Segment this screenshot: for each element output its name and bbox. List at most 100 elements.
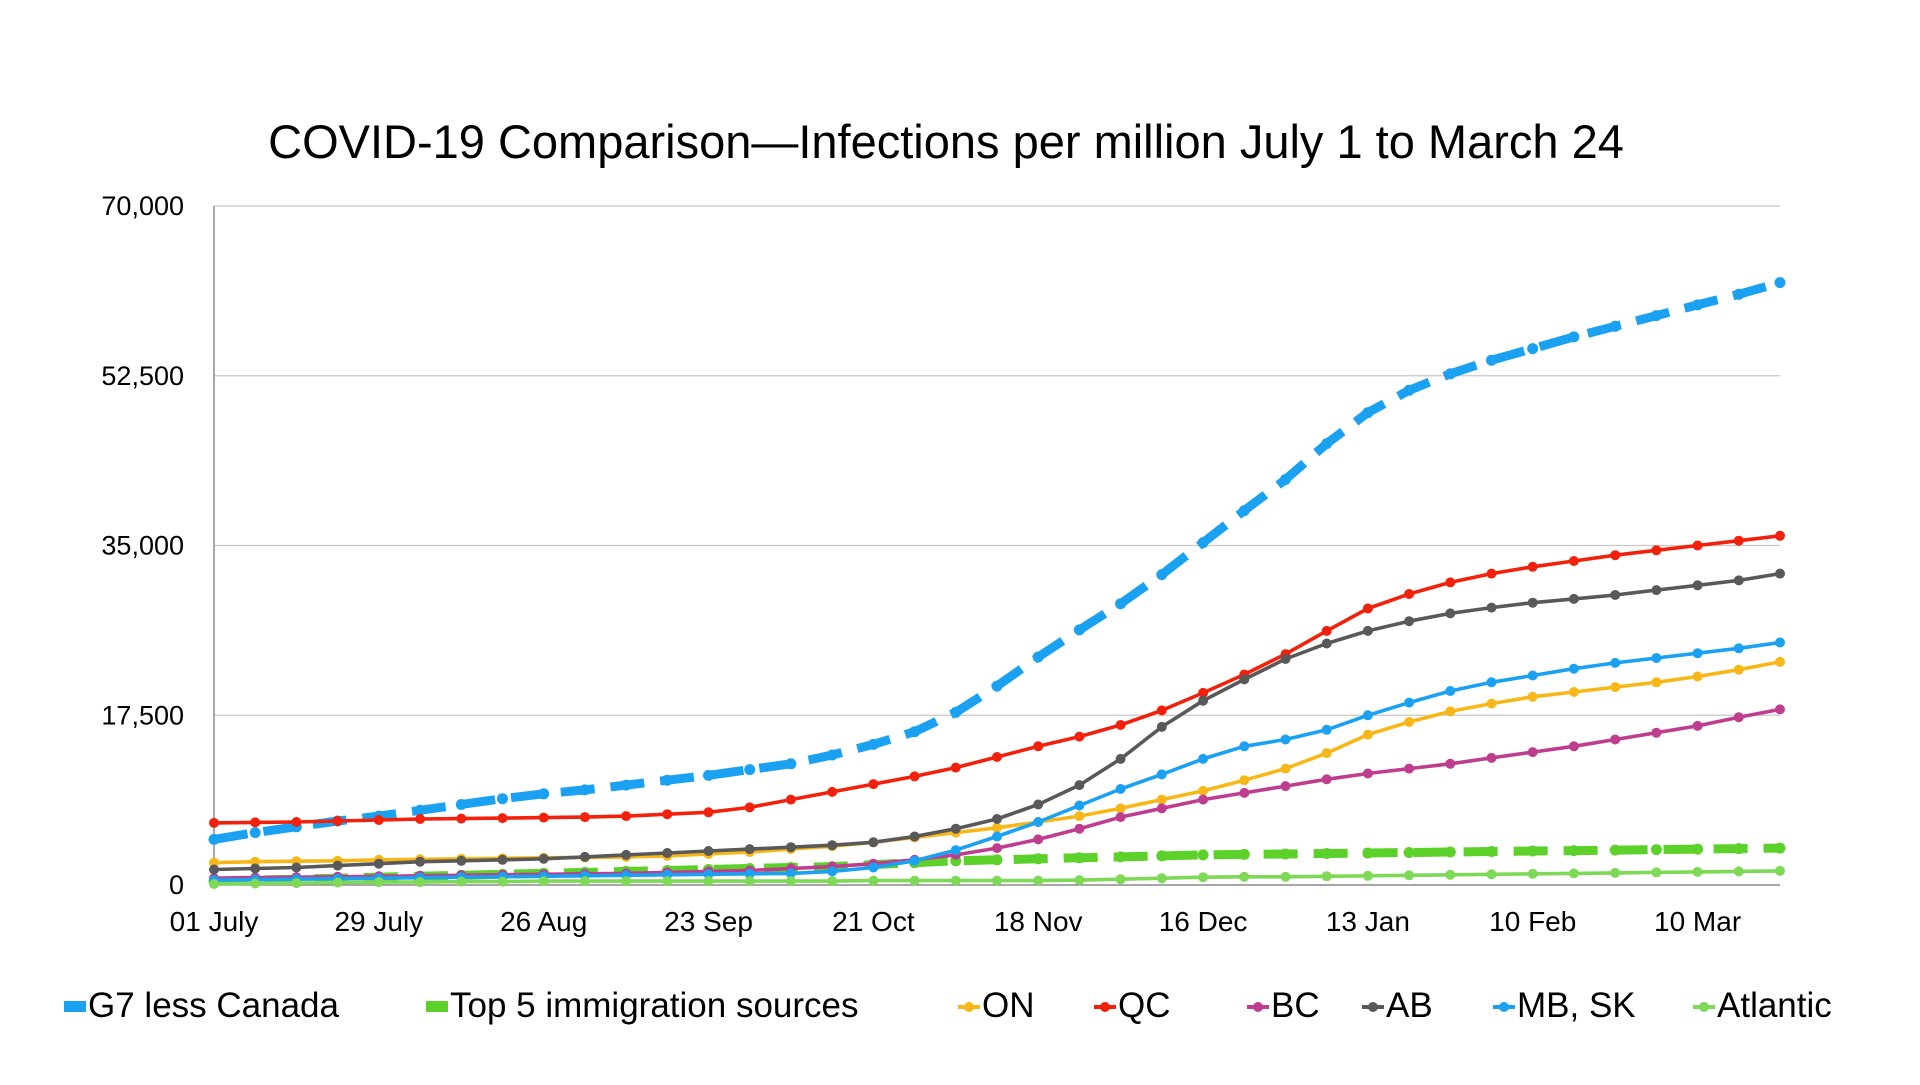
data-point xyxy=(1321,774,1332,785)
data-point xyxy=(1692,866,1703,877)
data-point xyxy=(991,680,1003,692)
data-point xyxy=(1115,598,1127,610)
data-point xyxy=(1610,657,1621,668)
data-point xyxy=(579,876,590,887)
data-point xyxy=(1445,608,1456,619)
data-point xyxy=(1362,768,1373,779)
data-point xyxy=(909,875,920,886)
data-point xyxy=(1692,648,1703,659)
data-point xyxy=(744,868,755,879)
data-point xyxy=(1198,872,1209,883)
data-point xyxy=(827,866,838,877)
data-point xyxy=(1073,624,1085,636)
legend-label: MB, SK xyxy=(1517,986,1636,1025)
data-point xyxy=(744,844,755,855)
series-mb-sk xyxy=(209,637,1785,886)
data-point xyxy=(1115,753,1126,764)
data-point xyxy=(1486,752,1497,763)
data-point xyxy=(1074,823,1085,834)
data-point xyxy=(950,875,961,886)
data-point xyxy=(1445,758,1456,769)
legend-label: ON xyxy=(982,986,1035,1025)
data-point xyxy=(621,876,632,887)
data-point xyxy=(703,846,714,856)
data-point xyxy=(209,879,219,889)
data-point xyxy=(1198,785,1209,796)
data-point xyxy=(1404,870,1415,881)
data-point xyxy=(1280,848,1291,860)
data-point xyxy=(1445,869,1456,880)
data-point xyxy=(1073,852,1085,864)
data-point xyxy=(1198,794,1209,805)
data-point xyxy=(373,858,384,869)
data-point xyxy=(291,878,302,889)
data-point xyxy=(1238,505,1250,517)
data-point xyxy=(1775,568,1785,579)
data-point xyxy=(250,817,261,828)
data-point xyxy=(1156,803,1167,814)
data-point xyxy=(1198,687,1209,698)
series-lines xyxy=(208,277,1786,889)
data-point xyxy=(1404,616,1415,627)
data-point xyxy=(1074,875,1085,886)
data-point xyxy=(1404,589,1415,599)
data-point xyxy=(1156,721,1167,732)
data-point xyxy=(1321,848,1333,859)
x-tick-label: 26 Aug xyxy=(500,906,587,937)
series-qc xyxy=(209,530,1785,828)
data-point xyxy=(497,854,508,865)
data-point xyxy=(250,863,261,874)
data-point xyxy=(1650,310,1662,322)
data-point xyxy=(249,827,261,839)
data-point xyxy=(992,843,1002,854)
data-point xyxy=(497,876,508,887)
legend-swatch-marker xyxy=(1100,1002,1110,1012)
data-point xyxy=(415,877,426,888)
data-point xyxy=(1033,834,1044,845)
data-point xyxy=(1733,575,1744,586)
data-point xyxy=(456,876,467,887)
data-point xyxy=(1486,602,1497,613)
data-point xyxy=(1486,698,1497,709)
data-point xyxy=(1610,867,1621,878)
legend-item-qc: QC xyxy=(1094,986,1171,1025)
data-point xyxy=(538,876,549,887)
x-tick-label: 13 Jan xyxy=(1326,906,1410,937)
data-point xyxy=(1156,569,1168,581)
data-point xyxy=(950,823,961,834)
data-point xyxy=(662,876,673,887)
data-point xyxy=(621,849,632,860)
data-point xyxy=(950,706,962,718)
data-point xyxy=(1198,695,1209,706)
legend-swatch-marker xyxy=(964,1002,974,1012)
y-tick-label: 70,000 xyxy=(101,191,184,221)
data-point xyxy=(785,868,796,879)
data-point xyxy=(1403,384,1415,396)
x-tick-label: 10 Mar xyxy=(1654,906,1741,937)
data-point xyxy=(1775,704,1785,715)
data-point xyxy=(1239,775,1250,786)
data-point xyxy=(1610,734,1621,745)
data-point xyxy=(867,738,879,750)
x-tick-label: 10 Feb xyxy=(1489,906,1576,937)
data-point xyxy=(1321,871,1332,882)
data-point xyxy=(1156,873,1167,884)
data-point xyxy=(744,876,755,887)
data-point xyxy=(1198,753,1209,764)
data-point xyxy=(1280,654,1291,664)
data-point xyxy=(455,799,467,810)
data-point xyxy=(1775,865,1785,876)
x-tick-label: 18 Nov xyxy=(994,906,1083,937)
data-point xyxy=(1115,851,1127,863)
data-point xyxy=(1239,741,1250,752)
data-point xyxy=(1115,803,1126,814)
legend-item-on: ON xyxy=(958,986,1035,1025)
legend-swatch xyxy=(64,1001,86,1012)
data-point xyxy=(1197,849,1209,861)
legend-item-ab: AB xyxy=(1362,986,1433,1025)
data-point xyxy=(703,876,714,887)
data-point xyxy=(1033,875,1044,886)
data-point xyxy=(497,793,508,805)
